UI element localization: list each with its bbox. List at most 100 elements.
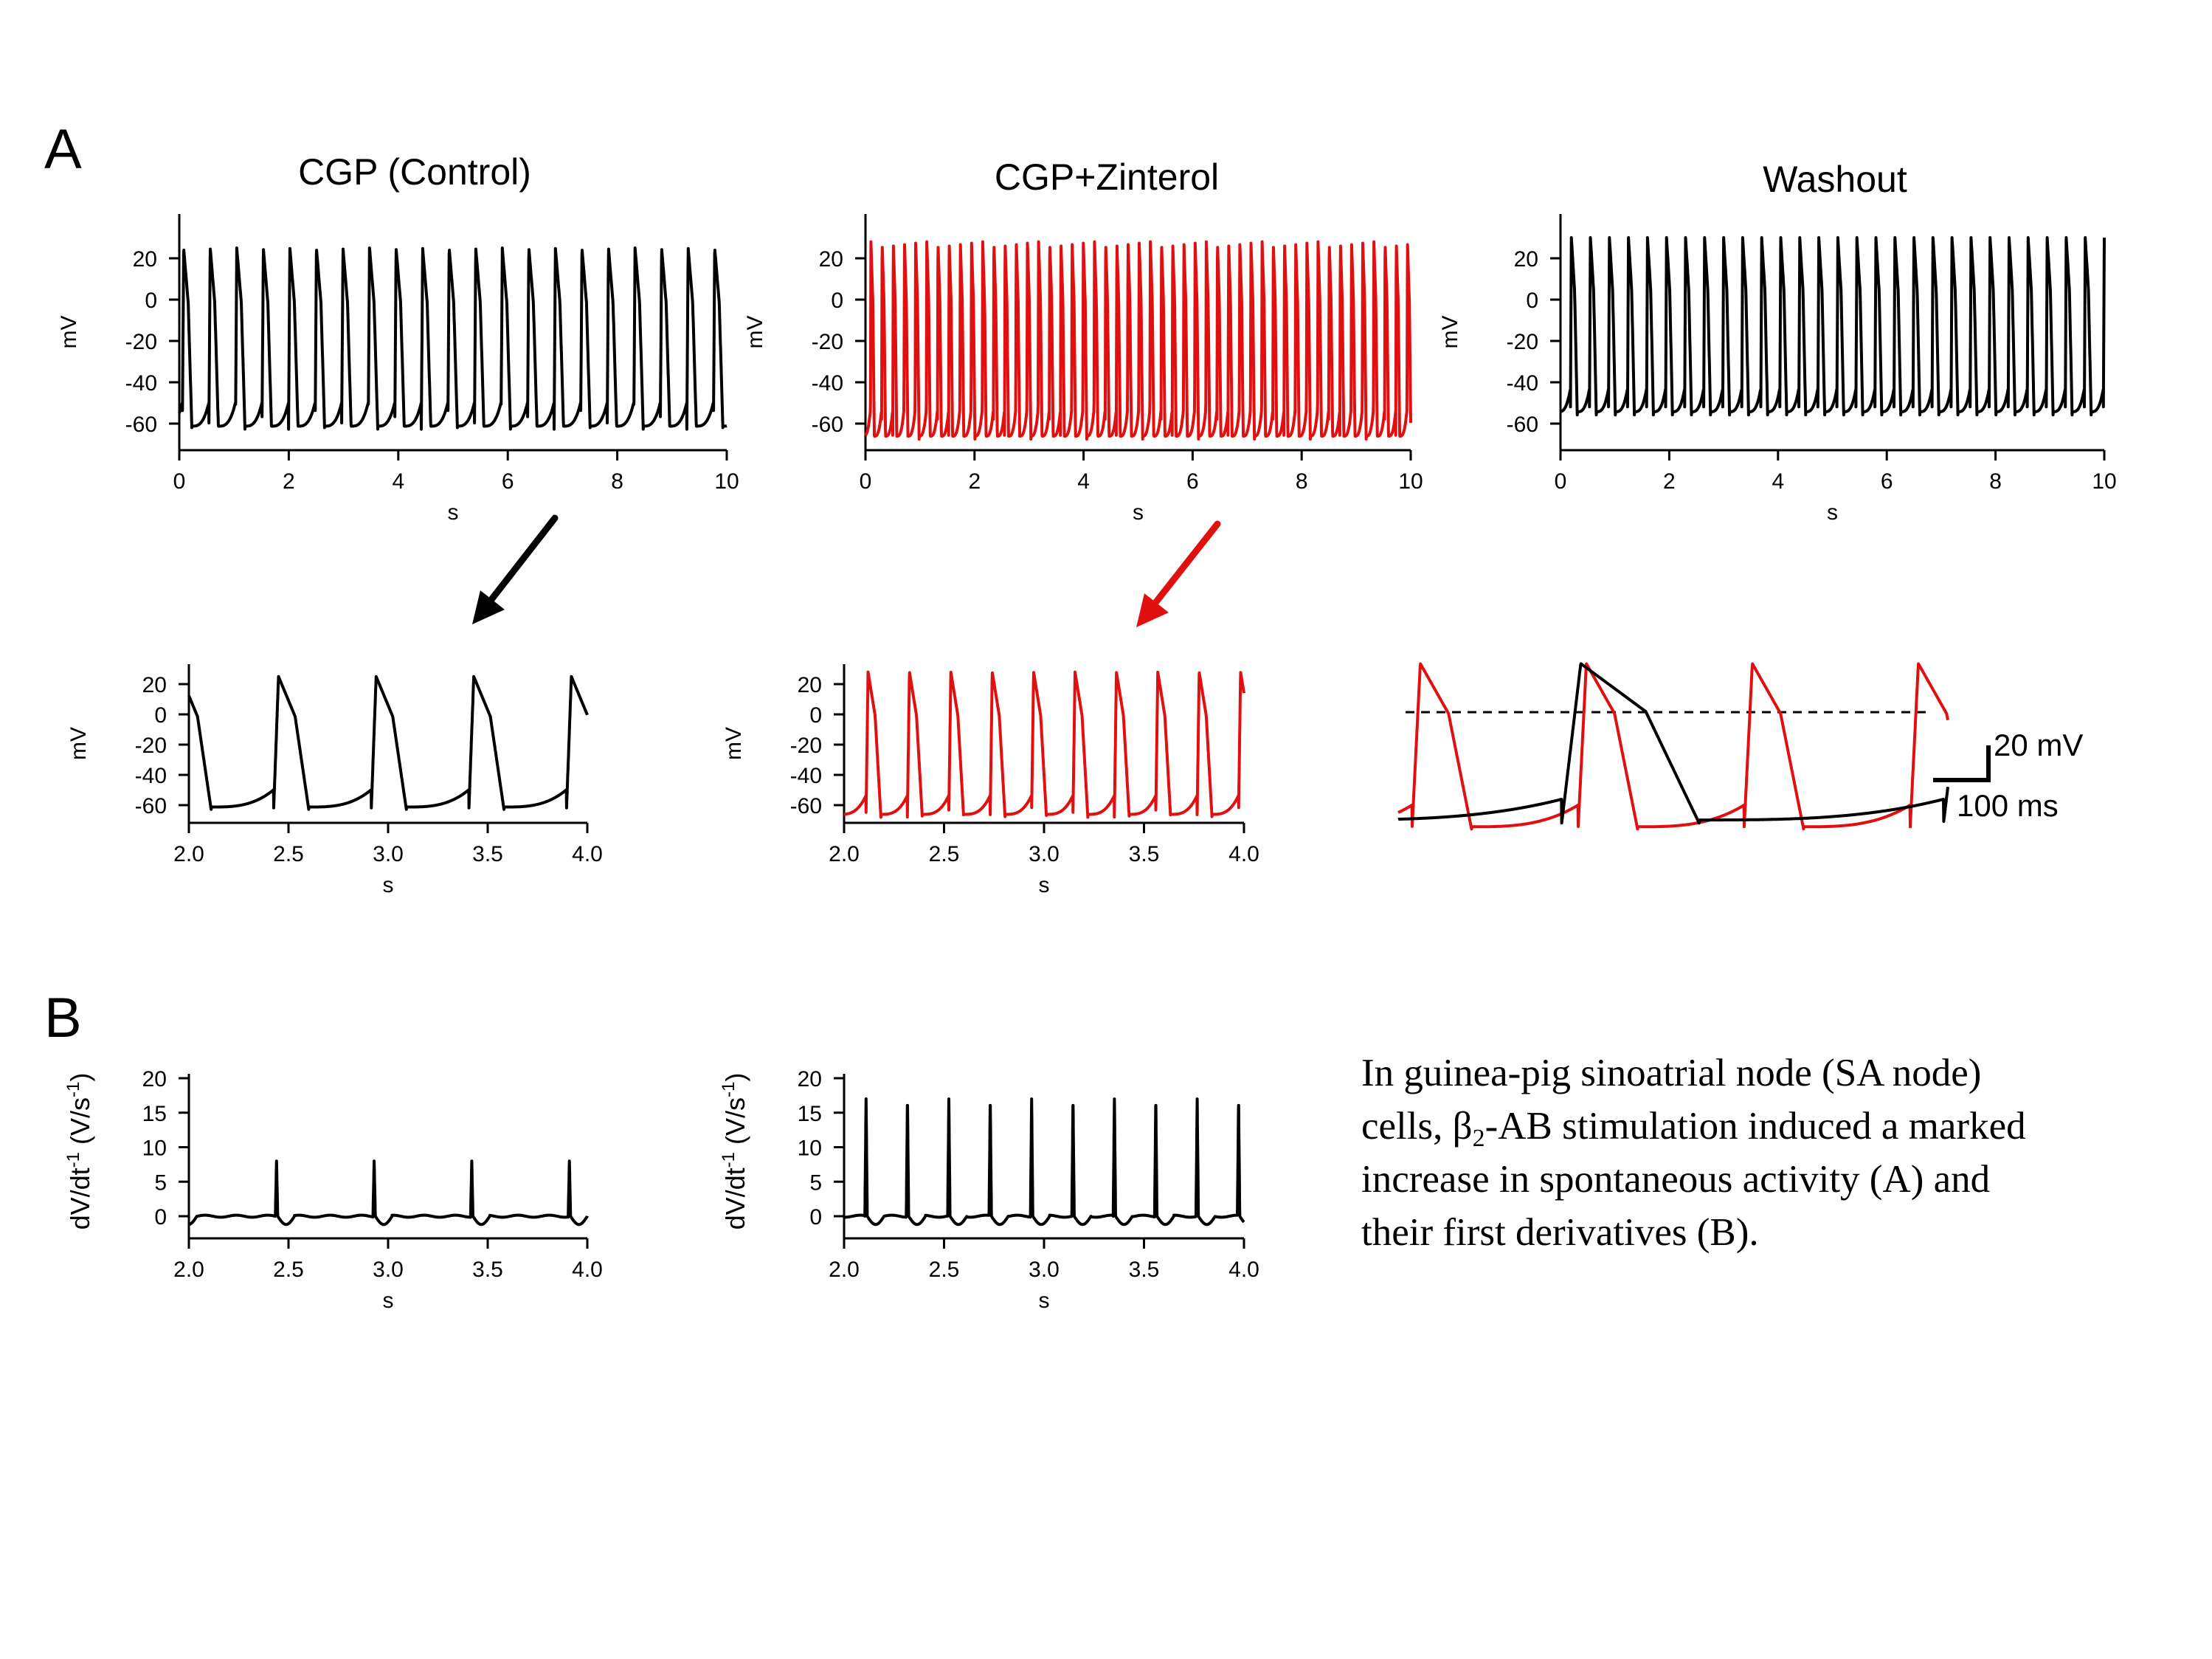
x-tick-label: 4	[1772, 469, 1784, 494]
trace-top-washout	[1559, 236, 2106, 417]
y-tick-label: 20	[142, 673, 167, 697]
y-axis-label-part: (V/s	[65, 1097, 95, 1152]
y-tick-label: -60	[790, 794, 822, 818]
y-tick-label: 5	[154, 1170, 167, 1195]
y-tick-label: -20	[1507, 330, 1538, 354]
y-tick-label: -20	[790, 734, 822, 758]
y-axis-label-part: dV/dt	[65, 1167, 95, 1229]
arrow-control	[472, 514, 559, 624]
x-tick-label: 10	[1398, 469, 1423, 494]
x-tick-label: 4.0	[1228, 842, 1259, 866]
y-axis-label-part: )	[65, 1073, 95, 1082]
x-tick-label: 4.0	[572, 842, 603, 866]
y-tick-label: -40	[125, 371, 157, 396]
panel-label-b: B	[44, 987, 82, 1049]
chart-top-control: 0 2 4 6 8 10 20 0 -20 -40 -60 s mV	[57, 214, 739, 525]
x-tick-label: 6	[1186, 469, 1199, 494]
y-axis-label-part: -1	[719, 1082, 739, 1097]
x-tick-label: 4.0	[1228, 1258, 1259, 1282]
caption-line-2-end: -AB stimulation induced a marked	[1485, 1105, 2026, 1148]
x-tick-label: 3.5	[472, 842, 503, 866]
y-tick-label: 20	[142, 1067, 167, 1091]
y-tick-label: 20	[798, 673, 822, 697]
x-tick-label: 3.5	[1129, 842, 1160, 866]
x-tick-label: 8	[611, 469, 623, 494]
caption-subscript: 2	[1472, 1125, 1485, 1152]
x-tick-label: 2.5	[273, 842, 304, 866]
trace-top-zinterol	[864, 240, 1412, 441]
y-axis-label: mV	[722, 727, 746, 760]
x-tick-label: 2	[1663, 469, 1676, 494]
scale-bar: 20 mV 100 ms	[1933, 728, 2083, 823]
y-tick-label: 5	[809, 1170, 822, 1195]
y-tick-label: -60	[1507, 413, 1538, 437]
x-tick-label: 6	[502, 469, 514, 494]
y-tick-label: 0	[809, 703, 822, 728]
y-tick-label: -20	[812, 330, 843, 354]
trace-top-control	[178, 246, 728, 431]
x-tick-label: 2	[283, 469, 295, 494]
caption-line-3: increase in spontaneous activity (A) and	[1361, 1158, 1991, 1201]
x-tick-label: 6	[1881, 469, 1893, 494]
panel-label-a: A	[44, 118, 82, 181]
chart-mid-control: 2.0 2.5 3.0 3.5 4.0 20 0 -20 -40 -60 s mV	[66, 664, 603, 897]
x-axis-label: s	[1827, 500, 1838, 525]
x-tick-label: 8	[1296, 469, 1308, 494]
caption-line-2: cells, β2-AB stimulation induced a marke…	[1361, 1100, 2188, 1153]
chart-overlay	[1397, 662, 1949, 831]
y-axis-label: mV	[743, 316, 767, 349]
scale-bar-voltage-label: 20 mV	[1994, 728, 2083, 762]
y-tick-label: 0	[154, 1205, 167, 1229]
y-axis-label-derivative: dV/dt-1 (V/s-1)	[63, 1073, 95, 1230]
chart-top-zinterol: 0 2 4 6 8 10 20 0 -20 -40 -60 s mV	[743, 214, 1423, 525]
caption-line-4: their first derivatives (B).	[1361, 1211, 1759, 1254]
title-control: CGP (Control)	[298, 151, 531, 193]
y-tick-label: -60	[812, 413, 843, 437]
x-tick-label: 3.0	[1029, 1258, 1060, 1282]
x-tick-label: 2.5	[929, 842, 960, 866]
y-tick-label: 20	[819, 247, 843, 272]
x-tick-label: 2.5	[273, 1258, 304, 1282]
x-tick-label: 2.0	[173, 842, 204, 866]
figure-caption: In guinea-pig sinoatrial node (SA node) …	[1361, 1046, 2188, 1259]
title-zinterol: CGP+Zinterol	[995, 156, 1219, 198]
y-axis-label: mV	[1438, 316, 1462, 349]
y-tick-label: 10	[798, 1137, 822, 1161]
y-tick-label: -60	[135, 794, 167, 818]
y-tick-label: 15	[798, 1102, 822, 1126]
x-tick-label: 2.0	[829, 842, 860, 866]
y-tick-label: 0	[809, 1205, 822, 1229]
y-axis-label: mV	[57, 316, 81, 349]
y-tick-label: -60	[125, 413, 157, 437]
x-tick-label: 2.0	[173, 1258, 204, 1282]
x-tick-label: 0	[860, 469, 872, 494]
x-axis-label: s	[1039, 1289, 1050, 1313]
x-axis-label: s	[1039, 873, 1050, 897]
y-axis-label-part: (V/s	[720, 1097, 750, 1152]
y-axis-label-part: dV/dt	[720, 1167, 750, 1229]
x-tick-label: 3.0	[1029, 842, 1060, 866]
x-tick-label: 3.0	[373, 1258, 404, 1282]
x-tick-label: 0	[173, 469, 186, 494]
x-tick-label: 4	[1077, 469, 1090, 494]
caption-line-1: In guinea-pig sinoatrial node (SA node)	[1361, 1052, 1982, 1094]
x-axis-label: s	[383, 1289, 394, 1313]
x-tick-label: 0	[1555, 469, 1567, 494]
y-tick-label: 0	[145, 289, 157, 313]
y-tick-label: -40	[812, 371, 843, 396]
x-tick-label: 10	[2092, 469, 2116, 494]
x-tick-label: 3.0	[373, 842, 404, 866]
overlay-trace-zinterol	[1397, 662, 1949, 831]
trace-deriv-zinterol	[843, 1097, 1245, 1227]
caption-line-2-start: cells, β	[1361, 1105, 1473, 1148]
x-tick-label: 2	[968, 469, 981, 494]
overlay-trace-control	[1397, 662, 1949, 825]
y-axis-label: mV	[66, 727, 91, 760]
trace-deriv-control	[187, 1159, 589, 1227]
chart-top-washout: 0 2 4 6 8 10 20 0 -20 -40 -60 s mV	[1438, 214, 2117, 525]
y-tick-label: 20	[133, 247, 157, 272]
